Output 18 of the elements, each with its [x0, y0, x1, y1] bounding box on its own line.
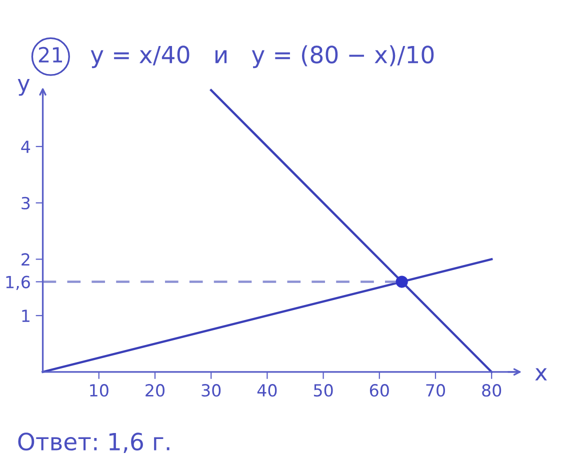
- x-tick-label: 70: [426, 384, 445, 397]
- x-tick-label: 40: [257, 384, 277, 397]
- y-axis-title: y: [18, 79, 30, 96]
- chart-title: 21: [38, 46, 62, 62]
- x-tick-label: 20: [146, 384, 164, 397]
- x-axis-title: x: [535, 368, 547, 380]
- text: Ответ: 1,6 г.: [18, 432, 170, 453]
- x-tick-label: 10: [90, 384, 108, 397]
- x-tick-label: 30: [202, 384, 221, 397]
- y-tick-label: 1: [22, 310, 30, 322]
- x-tick-label: 80: [482, 384, 502, 397]
- y-tick-label: 1,6: [6, 276, 30, 290]
- chart-subtitle: y = x/40 и y = (80 − x)/10: [90, 45, 434, 68]
- y-tick-label: 2: [22, 253, 30, 266]
- y-tick-label: 4: [21, 140, 30, 153]
- y-tick-label: 3: [22, 196, 30, 210]
- x-tick-label: 60: [370, 384, 389, 397]
- x-tick-label: 50: [314, 384, 333, 397]
